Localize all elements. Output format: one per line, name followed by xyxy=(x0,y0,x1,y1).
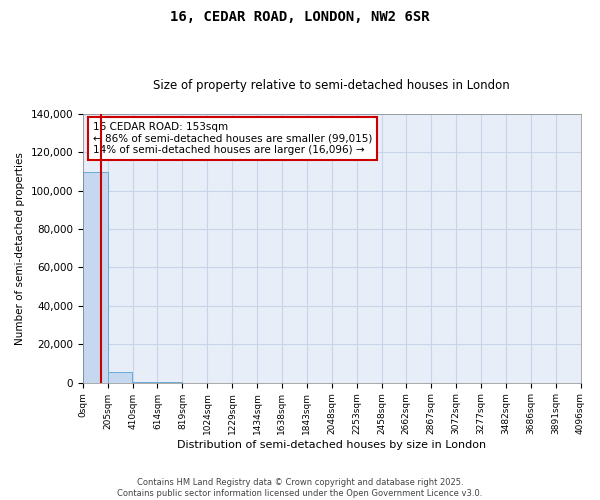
X-axis label: Distribution of semi-detached houses by size in London: Distribution of semi-detached houses by … xyxy=(177,440,486,450)
Text: Contains HM Land Registry data © Crown copyright and database right 2025.
Contai: Contains HM Land Registry data © Crown c… xyxy=(118,478,482,498)
Text: 16, CEDAR ROAD, LONDON, NW2 6SR: 16, CEDAR ROAD, LONDON, NW2 6SR xyxy=(170,10,430,24)
Bar xyxy=(108,372,133,382)
Text: 16 CEDAR ROAD: 153sqm
← 86% of semi-detached houses are smaller (99,015)
14% of : 16 CEDAR ROAD: 153sqm ← 86% of semi-deta… xyxy=(93,122,372,156)
Title: Size of property relative to semi-detached houses in London: Size of property relative to semi-detach… xyxy=(154,79,510,92)
Bar xyxy=(83,172,107,382)
Y-axis label: Number of semi-detached properties: Number of semi-detached properties xyxy=(15,152,25,344)
